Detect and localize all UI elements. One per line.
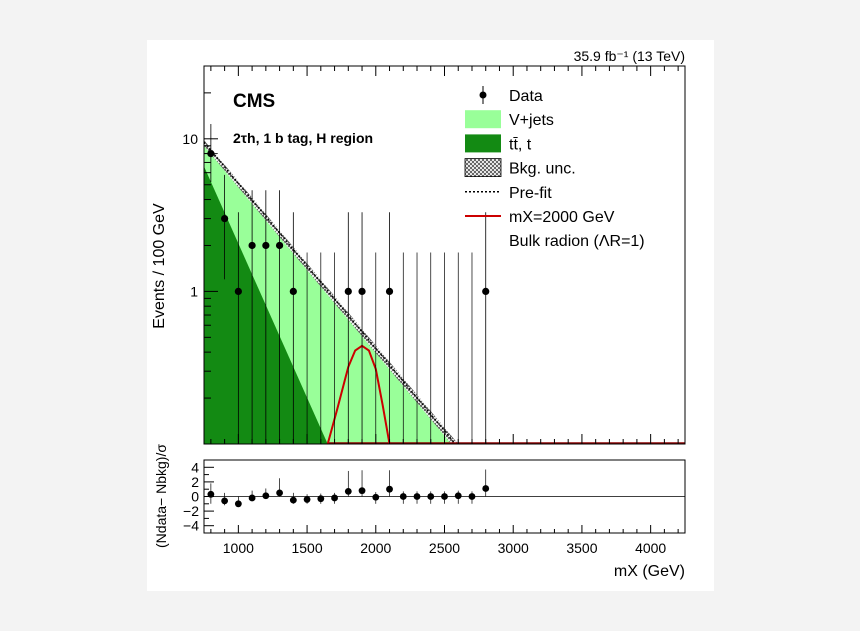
pull-point bbox=[413, 493, 421, 500]
data-point bbox=[482, 287, 490, 296]
legend-item-data: Data bbox=[479, 86, 543, 105]
ttbar-area bbox=[204, 166, 328, 444]
legend-label: Bkg. unc. bbox=[509, 161, 576, 178]
legend-swatch bbox=[464, 158, 502, 177]
pull-point bbox=[234, 500, 242, 508]
pull-y-tick-label: −4 bbox=[183, 518, 199, 534]
data-point bbox=[289, 287, 297, 296]
data-point bbox=[385, 287, 394, 296]
pull-point bbox=[454, 492, 462, 500]
pull-point bbox=[317, 495, 325, 503]
pull-y-tick-label: 0 bbox=[191, 489, 199, 505]
pull-point bbox=[221, 497, 229, 505]
pull-point bbox=[482, 485, 490, 492]
pull-point bbox=[289, 496, 297, 504]
pull-point bbox=[344, 487, 352, 495]
pull-point bbox=[248, 494, 256, 502]
x-axis-label: mX (GeV) bbox=[614, 563, 685, 580]
data-point bbox=[234, 287, 242, 296]
pull-point bbox=[441, 493, 448, 500]
pull-point bbox=[468, 493, 476, 500]
legend-item-vjets: V+jets bbox=[465, 110, 554, 129]
legend-item-ttbar: tt̄, t bbox=[465, 134, 532, 153]
pull-point bbox=[386, 485, 393, 493]
pull-point bbox=[262, 492, 270, 500]
data-point bbox=[275, 241, 284, 250]
lower-y-axis-label: (Ndata− Nbkg)/σ bbox=[153, 444, 169, 548]
y-tick-label: 10 bbox=[182, 131, 198, 147]
pull-point bbox=[303, 496, 311, 503]
legend-label: mX=2000 GeV bbox=[509, 209, 615, 226]
data-point bbox=[262, 241, 270, 250]
x-tick-label: 3000 bbox=[498, 540, 529, 556]
upper-marks bbox=[203, 65, 685, 445]
legend-label: V+jets bbox=[509, 112, 554, 129]
experiment-label: CMS bbox=[233, 91, 275, 112]
x-tick-label: 2500 bbox=[429, 540, 460, 556]
chart-canvas: 35.9 fb⁻¹ (13 TeV) CMS 2τh, 1 b tag, H r… bbox=[151, 48, 686, 580]
legend-item-signal2: Bulk radion (ΛR=1) bbox=[509, 233, 645, 250]
figure: 35.9 fb⁻¹ (13 TeV) CMS 2τh, 1 b tag, H r… bbox=[147, 40, 714, 591]
data-point bbox=[248, 241, 256, 250]
region-label: 2τh, 1 b tag, H region bbox=[233, 130, 373, 146]
legend-item-bkgunc: Bkg. unc. bbox=[464, 158, 576, 178]
pull-point bbox=[331, 494, 338, 502]
pull-point bbox=[358, 487, 366, 495]
x-tick-label: 4000 bbox=[635, 540, 666, 556]
upper-frame bbox=[203, 65, 686, 445]
pull-point bbox=[276, 489, 283, 497]
legend-swatch bbox=[465, 134, 501, 153]
pull-y-tick-label: 2 bbox=[191, 474, 199, 490]
x-tick-label: 3500 bbox=[566, 540, 597, 556]
legend-label: Data bbox=[509, 88, 543, 105]
x-tick-label: 2000 bbox=[360, 540, 391, 556]
prefit-line bbox=[203, 141, 456, 445]
pull-point bbox=[399, 493, 407, 500]
pull-y-tick-label: 4 bbox=[191, 459, 199, 475]
legend-label: tt̄, t bbox=[509, 136, 532, 153]
y-tick-label: 1 bbox=[190, 283, 198, 299]
x-tick-label: 1500 bbox=[291, 540, 322, 556]
legend-swatch-marker bbox=[479, 91, 487, 99]
pull-point bbox=[427, 493, 435, 500]
legend-swatch bbox=[465, 110, 501, 129]
data-point bbox=[221, 214, 229, 223]
data-point bbox=[358, 287, 366, 296]
legend-item-prefit: Pre-fit bbox=[465, 185, 552, 202]
data-point bbox=[344, 287, 352, 296]
pull-point bbox=[372, 493, 380, 501]
lumi-label: 35.9 fb⁻¹ (13 TeV) bbox=[574, 48, 685, 64]
lower-marks bbox=[204, 466, 685, 533]
legend: Data V+jets tt̄, t Bkg. unc. Pre-fit mX=2000 … bbox=[464, 86, 645, 250]
legend-item-signal: mX=2000 GeV bbox=[465, 209, 615, 226]
upper-y-axis-label: Events / 100 GeV bbox=[151, 203, 168, 329]
lower-frame bbox=[203, 459, 686, 534]
legend-label: Pre-fit bbox=[509, 185, 552, 202]
x-tick-label: 1000 bbox=[223, 540, 254, 556]
legend-label: Bulk radion (ΛR=1) bbox=[509, 233, 645, 250]
pull-y-tick-label: −2 bbox=[183, 503, 199, 519]
